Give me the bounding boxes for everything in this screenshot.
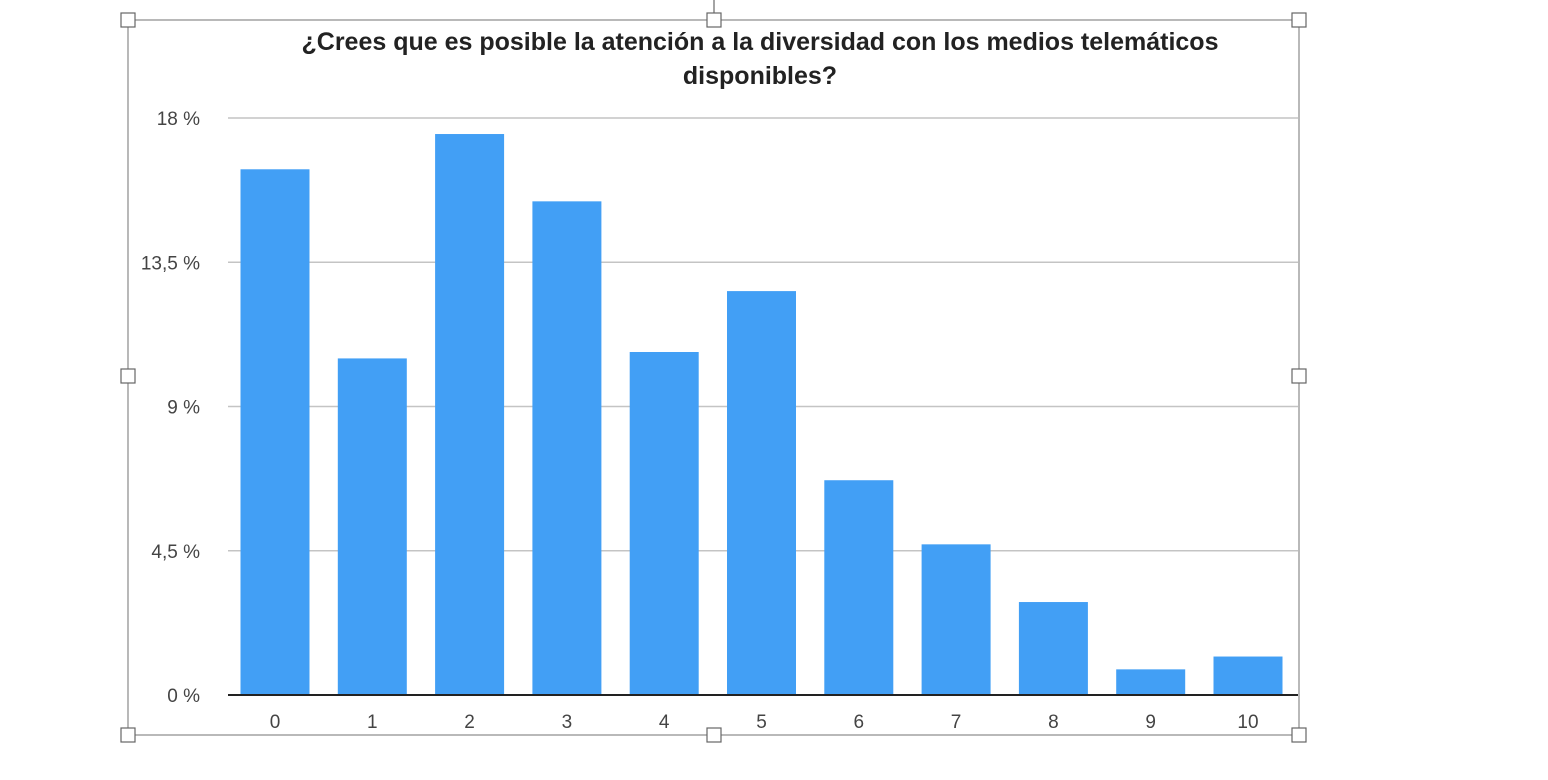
x-tick-label: 3: [562, 712, 573, 733]
x-tick-label: 10: [1237, 712, 1258, 733]
bar: [629, 352, 699, 695]
bar: [727, 291, 796, 695]
resize-handle-top-center[interactable]: [706, 12, 722, 28]
bar: [337, 358, 407, 695]
resize-handle-top-right[interactable]: [1291, 12, 1307, 28]
bar: [1018, 602, 1088, 695]
y-tick-label: 0 %: [167, 686, 200, 707]
resize-handle-top-left[interactable]: [120, 12, 136, 28]
chart-title-line-1: ¿Crees que es posible la atención a la d…: [302, 28, 1219, 56]
x-tick-label: 1: [367, 712, 378, 733]
x-tick-label: 0: [270, 712, 281, 733]
y-tick-label: 13,5 %: [141, 253, 200, 274]
chart-title-line-2: disponibles?: [683, 62, 837, 90]
x-tick-label: 6: [854, 712, 865, 733]
bar: [921, 544, 991, 695]
x-tick-label: 2: [464, 712, 475, 733]
bar: [1213, 656, 1283, 695]
bar: [435, 134, 505, 695]
bar: [240, 169, 310, 696]
y-tick-label: 9 %: [167, 398, 200, 419]
y-axis-tick-labels: 0 % 4,5 % 9 % 13,5 % 18 %: [141, 109, 200, 707]
resize-handle-bottom-left[interactable]: [120, 727, 136, 743]
resize-handle-middle-left[interactable]: [120, 368, 136, 384]
x-tick-label: 4: [659, 712, 670, 733]
resize-handle-middle-right[interactable]: [1291, 368, 1307, 384]
y-tick-label: 18 %: [157, 109, 200, 130]
bar: [1116, 669, 1186, 695]
y-tick-label: 4,5 %: [151, 542, 200, 563]
resize-handle-bottom-center[interactable]: [706, 727, 722, 743]
bar: [824, 480, 894, 695]
x-tick-label: 5: [756, 712, 767, 733]
x-tick-label: 7: [951, 712, 962, 733]
x-tick-label: 8: [1048, 712, 1059, 733]
x-axis-tick-labels: 0 1 2 3 4 5 6 7 8 9 10: [270, 712, 1259, 733]
selection-frame[interactable]: [120, 0, 1307, 743]
x-tick-label: 9: [1145, 712, 1156, 733]
bars: [240, 134, 1283, 696]
resize-handle-bottom-right[interactable]: [1291, 727, 1307, 743]
bar: [532, 201, 602, 695]
